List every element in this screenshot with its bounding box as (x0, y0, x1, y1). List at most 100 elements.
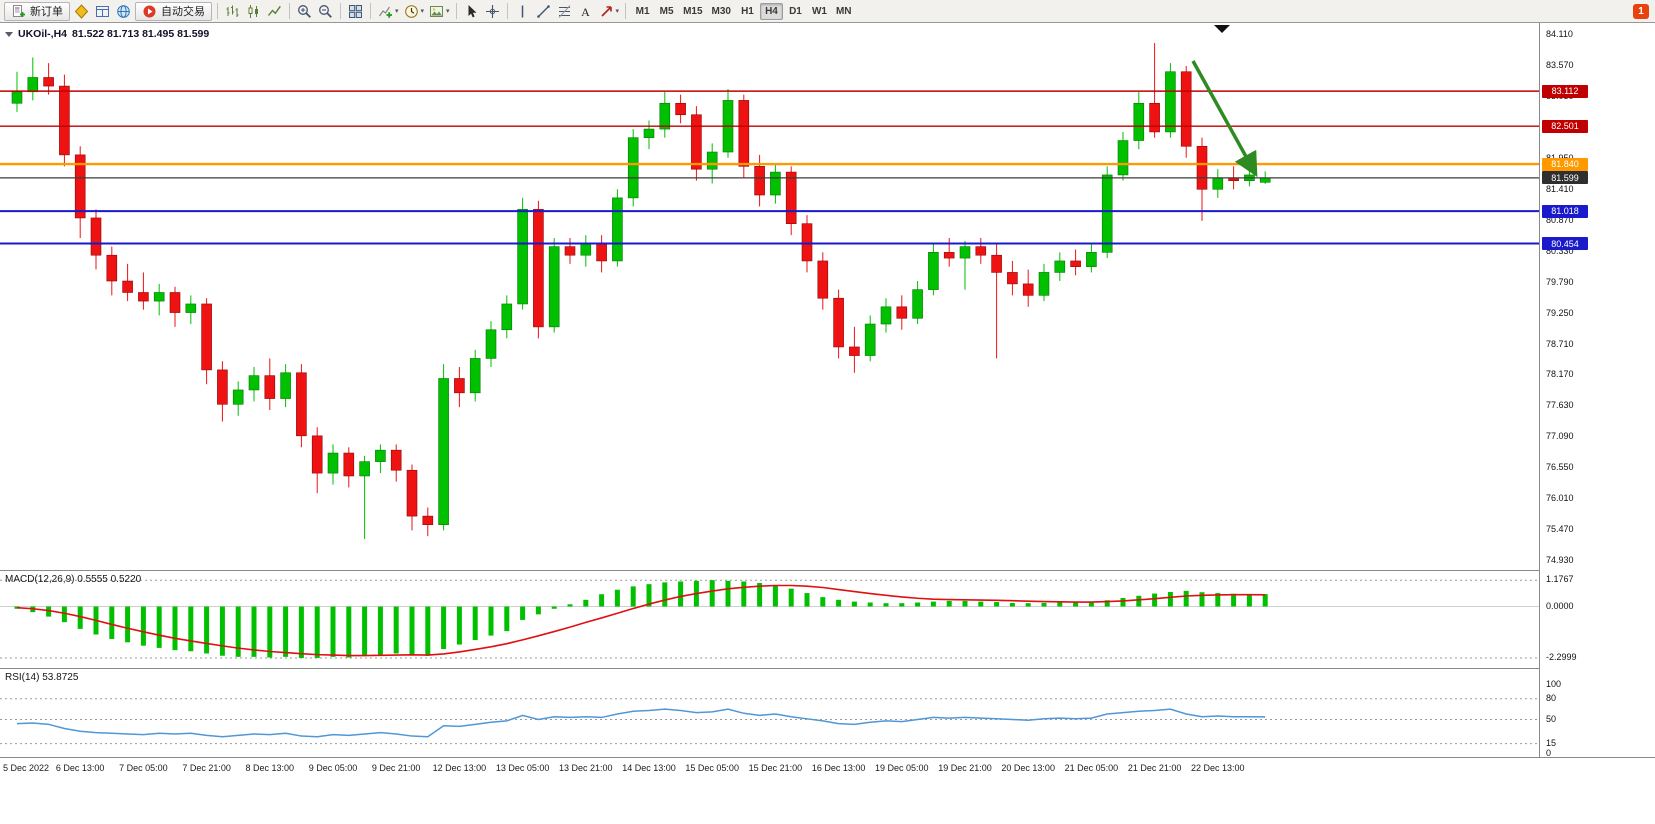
price-tick-label: 78.710 (1546, 338, 1574, 349)
macd-panel[interactable]: MACD(12,26,9) 0.5555 0.5220 (0, 570, 1539, 668)
rsi-label: RSI(14) 53.8725 (5, 672, 79, 683)
time-axis-label: 7 Dec 21:00 (182, 763, 231, 773)
candle (675, 94, 686, 124)
chart-symbol-label: UKOil-,H4 (18, 28, 68, 40)
candle (201, 298, 212, 385)
market-watch-icon[interactable] (72, 2, 91, 21)
toolbar-separator (455, 3, 457, 19)
candle (280, 364, 291, 408)
line-chart-icon[interactable] (265, 2, 284, 21)
chart-title: UKOil-,H4 81.522 81.713 81.495 81.599 (5, 28, 209, 40)
price-tick-label: 83.570 (1546, 59, 1574, 70)
macd-chart-svg[interactable] (0, 571, 1539, 668)
price-tick-label: 81.410 (1546, 183, 1574, 194)
fibonacci-tool-icon[interactable] (555, 2, 574, 21)
main-chart-panel[interactable]: UKOil-,H4 81.522 81.713 81.495 81.599 (0, 23, 1539, 570)
time-axis-label: 8 Dec 13:00 (245, 763, 295, 773)
rsi-tick-label: 15 (1546, 737, 1557, 748)
price-scale[interactable]: 84.11083.57083.03082.49081.95081.41080.8… (1539, 23, 1655, 758)
candle (106, 246, 118, 296)
time-axis-label: 19 Dec 21:00 (938, 763, 992, 773)
tile-windows-icon[interactable] (346, 2, 365, 21)
timeframe-M15[interactable]: M15 (683, 5, 703, 17)
candlestick-chart-icon[interactable] (244, 2, 263, 21)
timeframe-H4[interactable]: H4 (759, 2, 783, 20)
cursor-icon[interactable] (462, 2, 481, 21)
candle (469, 349, 481, 402)
candle (659, 91, 671, 138)
candlestick-chart-svg[interactable] (0, 23, 1539, 570)
candle (438, 364, 449, 531)
chart-ohlc-values: 81.522 81.713 81.495 81.599 (72, 28, 210, 40)
data-window-icon[interactable] (93, 2, 112, 21)
new-order-label: 新订单 (30, 6, 63, 18)
autotrade-icon (142, 4, 157, 19)
timeframe-M1[interactable]: M1 (635, 5, 650, 17)
navigator-icon[interactable] (114, 2, 133, 21)
candle (785, 166, 797, 236)
chevron-down-icon[interactable]: ▾ (420, 8, 425, 15)
chevron-down-icon[interactable]: ▾ (615, 8, 620, 15)
candle (296, 364, 307, 448)
candle (975, 238, 987, 264)
new-order-button[interactable]: 新订单 (4, 1, 70, 21)
time-axis[interactable]: 5 Dec 2022 6 Dec 13:00 7 Dec 05:00 7 Dec 21… (0, 757, 1655, 778)
price-tick-label: 77.090 (1546, 431, 1574, 442)
svg-text:A: A (581, 5, 590, 19)
indicators-icon[interactable] (376, 2, 395, 21)
crosshair-icon[interactable] (483, 2, 502, 21)
candle (770, 163, 781, 204)
timeframe-M30[interactable]: M30 (711, 5, 731, 17)
timeframe-M5[interactable]: M5 (659, 5, 674, 17)
time-axis-label: 9 Dec 21:00 (371, 763, 421, 773)
bar-chart-icon[interactable] (223, 2, 242, 21)
periods-clock-icon[interactable] (402, 2, 421, 21)
candle (991, 243, 1002, 359)
autotrade-label: 自动交易 (161, 6, 205, 18)
timeframe-MN[interactable]: MN (835, 5, 852, 17)
trendline-tool-icon[interactable] (534, 2, 553, 21)
timeframe-W1[interactable]: W1 (811, 5, 827, 17)
collapse-caret-icon[interactable] (5, 31, 13, 37)
arrows-tool-icon[interactable] (597, 2, 616, 21)
candle (311, 427, 323, 494)
candle (928, 243, 939, 296)
candle (580, 235, 592, 267)
candle (1149, 43, 1160, 138)
toolbar-separator (625, 3, 627, 19)
candle (122, 263, 133, 302)
time-axis-label: 21 Dec 05:00 (1064, 763, 1119, 773)
text-tool-icon[interactable]: A (576, 2, 595, 21)
rsi-panel[interactable]: RSI(14) 53.8725 (0, 668, 1539, 757)
chevron-down-icon[interactable]: ▾ (395, 8, 399, 15)
templates-icon[interactable] (427, 2, 446, 21)
trend-arrow-annotation[interactable] (1191, 60, 1258, 178)
candle (90, 209, 102, 270)
candle (1133, 91, 1145, 150)
time-axis-label: 6 Dec 13:00 (55, 763, 105, 773)
candle (959, 240, 971, 290)
autotrade-button[interactable]: 自动交易 (135, 1, 212, 21)
timeframe-H1[interactable]: H1 (741, 5, 754, 17)
notification-badge[interactable]: 1 (1633, 3, 1649, 19)
price-tick-label: 79.250 (1546, 307, 1574, 318)
candle (596, 235, 607, 273)
candle (485, 321, 497, 368)
candle (643, 120, 655, 150)
candle (59, 74, 70, 167)
chevron-down-icon[interactable]: ▾ (446, 8, 450, 15)
timeframe-group: M1 M5 M15 M30 H1 H4 D1 W1 MN (631, 2, 855, 20)
zoom-in-icon[interactable] (295, 2, 314, 21)
vertical-line-tool-icon[interactable] (513, 2, 532, 21)
candle (74, 146, 86, 239)
candle (138, 272, 149, 310)
rsi-chart-svg[interactable] (0, 669, 1539, 757)
candle (1212, 169, 1224, 198)
timeframe-D1[interactable]: D1 (789, 5, 802, 17)
candle (738, 94, 750, 178)
candle (691, 106, 702, 181)
chart-shift-marker-icon[interactable] (1214, 25, 1230, 33)
candle (185, 295, 197, 325)
zoom-out-icon[interactable] (316, 2, 335, 21)
time-axis-label: 13 Dec 05:00 (495, 763, 550, 773)
